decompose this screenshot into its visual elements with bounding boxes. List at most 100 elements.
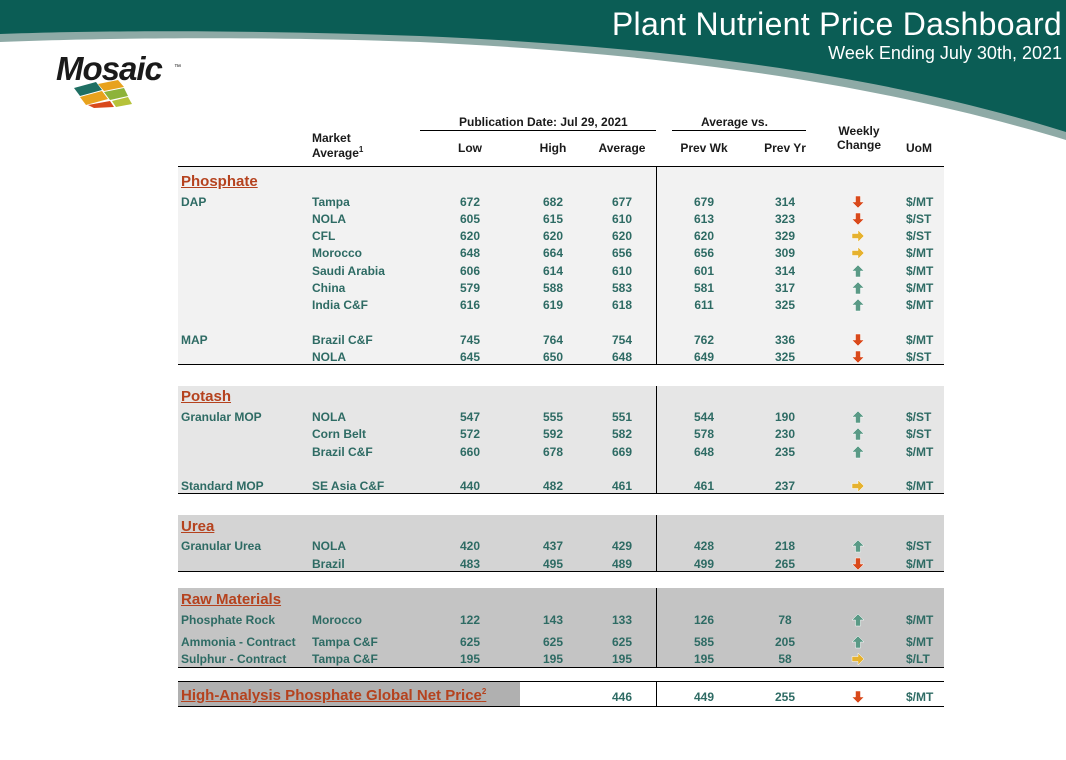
potash-prev-yr-cell: 237: [774, 479, 796, 493]
raw-low-cell: 625: [459, 635, 481, 649]
divider: [656, 167, 657, 364]
arrow-down-icon: [851, 212, 865, 226]
col-uom: UoM: [906, 141, 932, 155]
urea-prev-wk-cell: 428: [693, 539, 715, 553]
phosphate-average-cell: 648: [611, 350, 633, 364]
divider: [420, 130, 656, 131]
raw-uom-cell: $/LT: [906, 652, 930, 666]
global-prev-yr: 255: [774, 690, 796, 704]
phosphate-prev-yr-cell: 317: [774, 281, 796, 295]
arrow-up-icon: [851, 410, 865, 424]
phosphate-low-cell: 579: [459, 281, 481, 295]
phosphate-market-cell: Brazil C&F: [312, 333, 373, 347]
phosphate-product-cell: MAP: [181, 333, 208, 347]
arrow-down-icon: [851, 690, 865, 704]
arrow-up-icon: [851, 298, 865, 312]
potash-prev-wk-cell: 648: [693, 445, 715, 459]
phosphate-market-cell: China: [312, 281, 346, 295]
arrow-up-icon: [851, 539, 865, 553]
col-prev-wk: Prev Wk: [680, 141, 728, 155]
phosphate-uom-cell: $/MT: [906, 246, 934, 260]
page-title: Plant Nutrient Price Dashboard: [611, 6, 1062, 42]
raw-prev-wk-cell: 585: [693, 635, 715, 649]
raw-prev-wk-cell: 126: [693, 613, 715, 627]
potash-high-cell: 555: [542, 410, 564, 424]
phosphate-prev-yr-cell: 323: [774, 212, 796, 226]
potash-band: [178, 386, 944, 493]
phosphate-prev-wk-cell: 679: [693, 195, 715, 209]
raw-average-cell: 133: [611, 613, 633, 627]
section-title-raw-materials: Raw Materials: [181, 591, 282, 608]
phosphate-average-cell: 610: [611, 212, 633, 226]
arrow-down-icon: [851, 333, 865, 347]
logo-wordmark: Mosaic: [56, 50, 163, 87]
raw-prev-yr-cell: 58: [778, 652, 792, 666]
potash-low-cell: 660: [459, 445, 481, 459]
urea-product-cell: Granular Urea: [181, 539, 262, 553]
col-average: Average: [598, 141, 646, 155]
urea-prev-wk-cell: 499: [693, 557, 715, 571]
potash-uom-cell: $/ST: [906, 427, 932, 441]
divider: [178, 706, 944, 707]
divider: [178, 681, 944, 682]
urea-market-cell: NOLA: [312, 539, 346, 553]
raw-low-cell: 122: [459, 613, 481, 627]
phosphate-low-cell: 745: [459, 333, 481, 347]
raw-average-cell: 195: [611, 652, 633, 666]
phosphate-average-cell: 583: [611, 281, 633, 295]
phosphate-high-cell: 614: [542, 264, 564, 278]
publication-date-header: Publication Date: Jul 29, 2021: [459, 115, 628, 129]
raw-prev-wk-cell: 195: [693, 652, 715, 666]
phosphate-prev-yr-cell: 325: [774, 350, 796, 364]
urea-average-cell: 429: [611, 539, 633, 553]
arrow-up-icon: [851, 635, 865, 649]
global-average: 446: [611, 690, 633, 704]
potash-high-cell: 678: [542, 445, 564, 459]
header-divider: [178, 166, 944, 167]
arrow-up-icon: [851, 445, 865, 459]
arrow-right-icon: [851, 246, 865, 260]
mosaic-logo: Mosaic ™: [56, 50, 186, 110]
divider: [178, 571, 944, 572]
potash-low-cell: 572: [459, 427, 481, 441]
raw-high-cell: 195: [542, 652, 564, 666]
arrow-up-icon: [851, 427, 865, 441]
phosphate-uom-cell: $/MT: [906, 264, 934, 278]
phosphate-prev-wk-cell: 762: [693, 333, 715, 347]
phosphate-prev-wk-cell: 601: [693, 264, 715, 278]
urea-high-cell: 495: [542, 557, 564, 571]
phosphate-high-cell: 764: [542, 333, 564, 347]
potash-low-cell: 440: [459, 479, 481, 493]
phosphate-prev-yr-cell: 329: [774, 229, 796, 243]
phosphate-low-cell: 606: [459, 264, 481, 278]
potash-product-cell: Standard MOP: [181, 479, 264, 493]
potash-prev-wk-cell: 544: [693, 410, 715, 424]
phosphate-low-cell: 605: [459, 212, 481, 226]
phosphate-prev-wk-cell: 611: [694, 298, 714, 312]
page-subtitle: Week Ending July 30th, 2021: [828, 43, 1062, 63]
raw-low-cell: 195: [459, 652, 481, 666]
arrow-down-icon: [851, 195, 865, 209]
divider: [178, 493, 944, 494]
potash-high-cell: 592: [542, 427, 564, 441]
phosphate-market-cell: Saudi Arabia: [312, 264, 385, 278]
potash-uom-cell: $/MT: [906, 445, 934, 459]
col-high: High: [539, 141, 567, 155]
phosphate-low-cell: 648: [459, 246, 481, 260]
raw-high-cell: 625: [542, 635, 564, 649]
phosphate-low-cell: 616: [459, 298, 481, 312]
divider: [656, 588, 657, 667]
raw-prev-yr-cell: 78: [778, 613, 792, 627]
raw-market-cell: Morocco: [312, 613, 363, 627]
potash-low-cell: 547: [459, 410, 481, 424]
arrow-right-icon: [851, 229, 865, 243]
potash-average-cell: 669: [611, 445, 633, 459]
phosphate-market-cell: NOLA: [312, 350, 346, 364]
potash-average-cell: 461: [611, 479, 633, 493]
phosphate-market-cell: India C&F: [312, 298, 368, 312]
potash-market-cell: SE Asia C&F: [312, 479, 385, 493]
col-weekly-change: Weekly Change: [836, 124, 881, 152]
phosphate-average-cell: 610: [611, 264, 633, 278]
raw-average-cell: 625: [611, 635, 633, 649]
phosphate-high-cell: 682: [542, 195, 564, 209]
